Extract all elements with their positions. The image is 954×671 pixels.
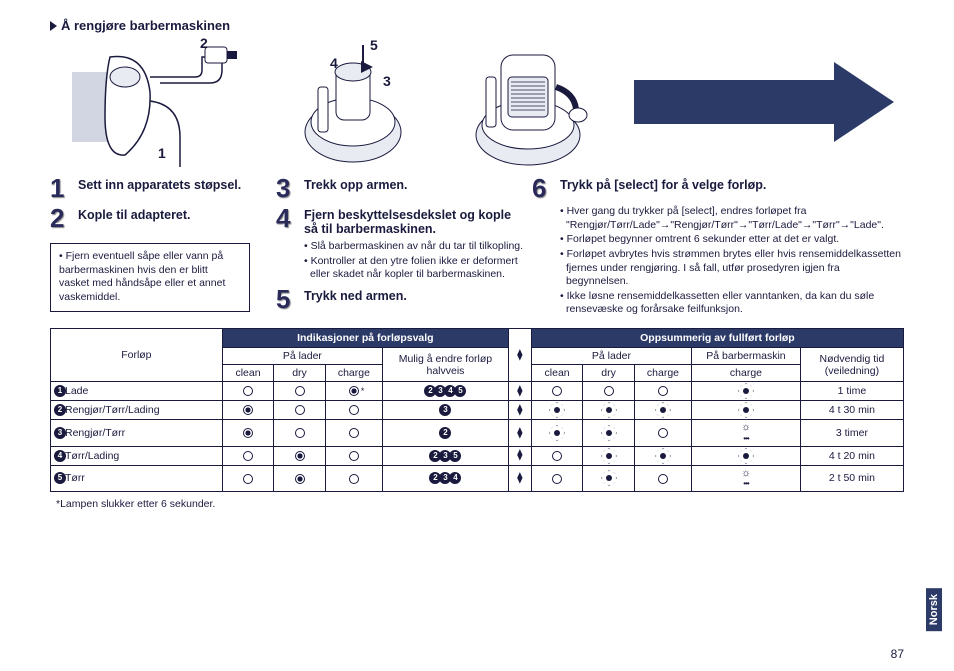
bullet-item: Ikke løsne rensemiddelkassetten eller va… (560, 290, 904, 317)
step-title: Fjern beskyttelsesdekslet og kople så ti… (304, 205, 526, 236)
table-row: 1Lade2345⧫1 time (51, 382, 904, 401)
step-title: Sett inn apparatets støpsel. (78, 175, 241, 201)
step-number: 2 (50, 205, 78, 231)
hdr-forlop: Forløp (51, 329, 223, 382)
column-2: 3 Trekk opp armen. 4 Fjern beskyttelsesd… (276, 175, 526, 318)
hdr-indikasjoner: Indikasjoner på forløpsvalg (222, 329, 508, 348)
step-4-bullets: Slå barbermaskinen av når du tar til til… (304, 240, 526, 282)
bullet-item: Hver gang du trykker på [select], endres… (560, 205, 904, 232)
hdr-oppsummering: Oppsummerig av fullført forløp (531, 329, 903, 348)
hdr-dry: dry (274, 365, 326, 382)
step-4: 4 Fjern beskyttelsesdekslet og kople så … (276, 205, 526, 236)
bullet-item: Slå barbermaskinen av når du tar til til… (304, 240, 526, 254)
step-title: Trykk på [select] for å velge forløp. (560, 175, 766, 201)
illus-number-3: 3 (383, 73, 391, 89)
hdr-charge-3: charge (692, 365, 801, 382)
illustration-2: 3 4 5 (288, 37, 428, 167)
table-row: 2Rengjør/Tørr/Lading3⧫4 t 30 min (51, 401, 904, 420)
hdr-clean: clean (222, 365, 274, 382)
bullet-item: Forløpet avbrytes hvis strømmen brytes e… (560, 248, 904, 289)
hdr-charge-2: charge (634, 365, 691, 382)
bullet-item: Forløpet begynner omtrent 6 sekunder ett… (560, 233, 904, 247)
step-3: 3 Trekk opp armen. (276, 175, 526, 201)
illustration-3 (456, 37, 606, 167)
hdr-clean-2: clean (531, 365, 583, 382)
step-number: 4 (276, 205, 304, 236)
page-number: 87 (891, 647, 904, 661)
hdr-charge: charge (325, 365, 382, 382)
step-2: 2 Kople til adapteret. (50, 205, 270, 231)
step-5: 5 Trykk ned armen. (276, 286, 526, 312)
step-title: Trykk ned armen. (304, 286, 407, 312)
step-6-bullets: Hver gang du trykker på [select], endres… (560, 205, 904, 317)
illus-number-5: 5 (370, 37, 378, 53)
step-title: Kople til adapteret. (78, 205, 191, 231)
course-table: Forløp Indikasjoner på forløpsvalg ⧫ Opp… (50, 328, 904, 492)
table-row: 5Tørr234⧫☼•••2 t 50 min (51, 465, 904, 492)
step-number: 5 (276, 286, 304, 312)
illus-number-1: 1 (158, 145, 166, 161)
steps-row: 1 Sett inn apparatets støpsel. 2 Kople t… (50, 175, 904, 318)
title-triangle-icon (50, 21, 57, 31)
hdr-pa-lader-2: På lader (531, 348, 691, 365)
bullet-item: Kontroller at den ytre folien ikke er de… (304, 255, 526, 282)
step-number: 6 (532, 175, 560, 201)
table-footnote: *Lampen slukker etter 6 sekunder. (56, 498, 904, 510)
step-number: 1 (50, 175, 78, 201)
table-row: 3Rengjør/Tørr2⧫☼•••3 timer (51, 420, 904, 447)
hdr-tid: Nødvendig tid (veiledning) (800, 348, 903, 382)
column-3: 6 Trykk på [select] for å velge forløp. … (532, 175, 904, 318)
big-arrow (634, 62, 904, 142)
column-1: 1 Sett inn apparatets støpsel. 2 Kople t… (50, 175, 270, 318)
illustration-row: 1 2 3 4 5 (50, 37, 904, 167)
hdr-mulig: Mulig å endre forløp halvveis (383, 348, 509, 382)
step-1: 1 Sett inn apparatets støpsel. (50, 175, 270, 201)
hdr-lightning: ⧫ (508, 329, 531, 382)
language-tab: Norsk (926, 588, 942, 631)
illus-number-4: 4 (330, 55, 338, 71)
illustration-1: 1 2 (50, 37, 260, 167)
step-title: Trekk opp armen. (304, 175, 408, 201)
hdr-pa-barbermaskin: På barbermaskin (692, 348, 801, 365)
hdr-dry-2: dry (583, 365, 635, 382)
hdr-pa-lader: På lader (222, 348, 382, 365)
section-title-row: Å rengjøre barbermaskinen (50, 18, 904, 33)
note-box: • Fjern eventuell såpe eller vann på bar… (50, 243, 250, 312)
table-row: 4Tørr/Lading235⧫4 t 20 min (51, 446, 904, 465)
section-title: Å rengjøre barbermaskinen (61, 18, 230, 33)
step-6: 6 Trykk på [select] for å velge forløp. (532, 175, 904, 201)
step-number: 3 (276, 175, 304, 201)
illus-number-2: 2 (200, 35, 208, 51)
